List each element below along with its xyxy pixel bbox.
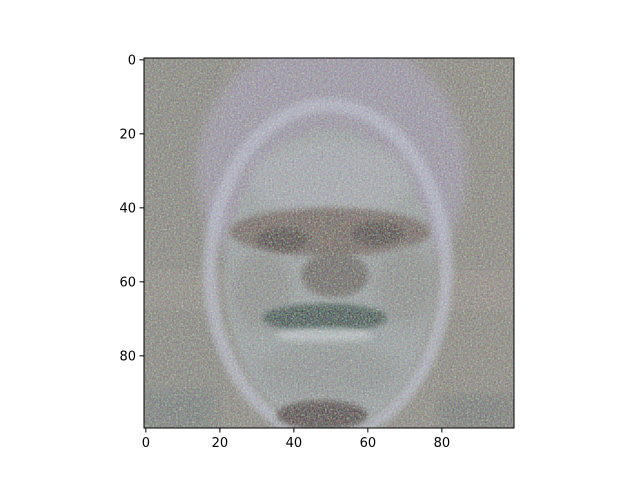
y-tick-label: 0 — [128, 53, 136, 68]
image-plot — [144, 58, 514, 428]
y-tick-label: 80 — [119, 349, 136, 364]
y-tick-label: 20 — [119, 127, 136, 142]
x-tick-label: 0 — [142, 436, 150, 451]
right-eye — [352, 222, 404, 246]
neck-shadow — [277, 401, 367, 428]
left-eye — [256, 228, 308, 252]
y-tick-label: 60 — [119, 275, 136, 290]
x-tick-label: 80 — [434, 436, 451, 451]
axes-frame — [143, 57, 515, 429]
x-tick-label: 20 — [212, 436, 229, 451]
face-outline — [203, 98, 453, 428]
x-tick-label: 60 — [360, 436, 377, 451]
mouth — [263, 304, 387, 332]
y-axis: 0 20 40 60 80 — [119, 53, 144, 364]
y-tick-label: 40 — [119, 201, 136, 216]
x-axis: 0 20 40 60 80 — [142, 428, 450, 451]
x-tick-label: 40 — [286, 436, 303, 451]
nose — [301, 253, 369, 297]
